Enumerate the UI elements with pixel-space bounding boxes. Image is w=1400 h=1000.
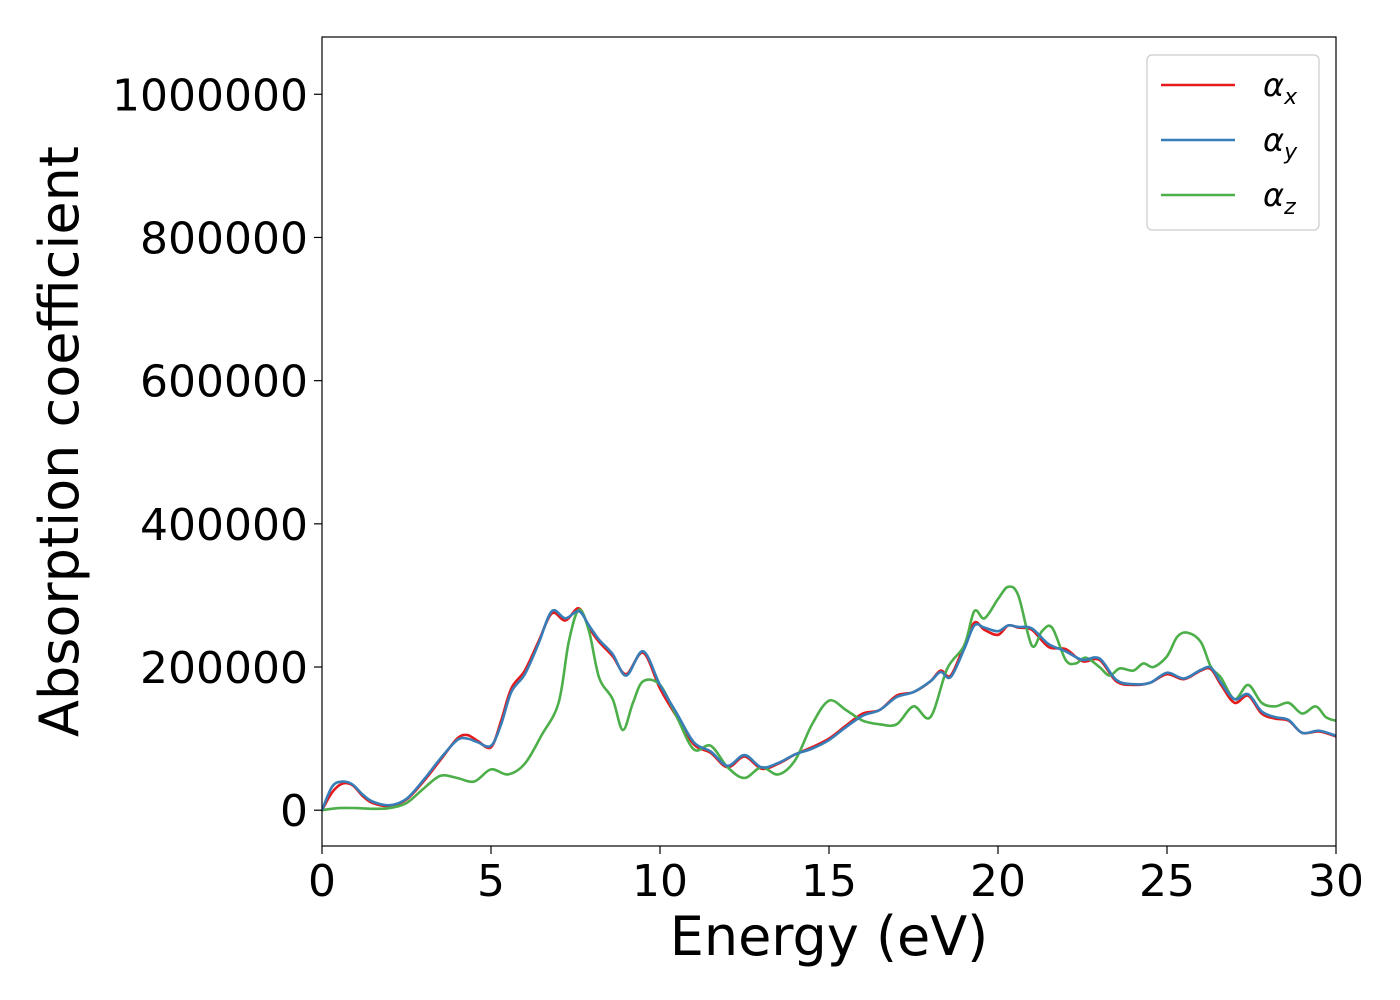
legend-box <box>1146 54 1320 231</box>
y-axis-ticks: 0 200000 400000 600000 800000 1000000 <box>112 70 322 837</box>
series-line-y <box>322 608 1336 811</box>
y-tick-label: 400000 <box>140 500 308 551</box>
y-tick-label: 600000 <box>140 357 308 408</box>
y-tick-label: 1000000 <box>112 70 308 121</box>
x-tick-label: 15 <box>801 856 857 907</box>
x-axis-label: Energy (eV) <box>670 905 989 968</box>
x-tick-label: 10 <box>632 856 688 907</box>
y-axis-label: Absorption coefficient <box>28 146 91 737</box>
y-tick-label: 0 <box>280 786 308 837</box>
y-tick-label: 800000 <box>140 213 308 264</box>
x-tick-label: 30 <box>1308 856 1364 907</box>
legend-label-x: αx <box>1263 66 1298 110</box>
x-tick-label: 25 <box>1139 856 1195 907</box>
legend-label-y: αy <box>1263 121 1298 165</box>
series-line-x <box>322 607 1336 811</box>
legend: αx αy αz <box>1146 54 1320 231</box>
x-tick-label: 20 <box>970 856 1026 907</box>
x-tick-label: 5 <box>477 856 505 907</box>
x-tick-label: 0 <box>308 856 336 907</box>
legend-label-z: αz <box>1263 176 1296 220</box>
x-axis-ticks: 0 5 10 15 20 25 30 <box>308 846 1364 907</box>
series-lines <box>322 585 1336 812</box>
y-tick-label: 200000 <box>140 643 308 694</box>
series-line-z <box>322 585 1336 812</box>
